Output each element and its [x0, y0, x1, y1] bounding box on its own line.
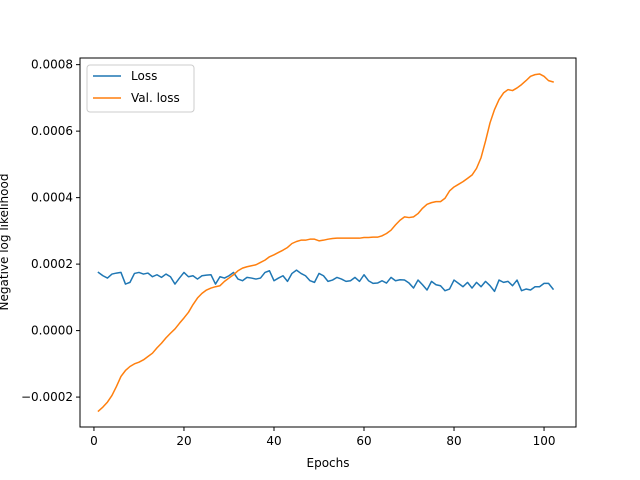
- x-tick-label: 0: [90, 434, 98, 448]
- plot-frame: [79, 57, 577, 428]
- x-tick-label: 80: [446, 434, 461, 448]
- legend-label-val-loss: Val. loss: [131, 91, 180, 105]
- x-tick-label: 20: [176, 434, 191, 448]
- y-tick-label: −0.0002: [21, 390, 73, 404]
- x-tick-label: 60: [356, 434, 371, 448]
- y-tick-label: 0.0000: [31, 324, 73, 338]
- x-tick-label: 40: [266, 434, 281, 448]
- y-tick-label: 0.0004: [31, 191, 73, 205]
- y-tick-label: 0.0002: [31, 257, 73, 271]
- plot-lines: [97, 73, 555, 413]
- y-tick-label: 0.0008: [31, 58, 73, 72]
- x-axis: 0 20 40 60 80 100: [90, 427, 555, 448]
- x-tick-label: 100: [533, 434, 556, 448]
- legend-label-loss: Loss: [131, 69, 157, 83]
- y-axis-label: Negative log likelihood: [0, 174, 11, 311]
- y-tick-label: 0.0006: [31, 124, 73, 138]
- series-line-val-loss: [97, 73, 554, 413]
- y-axis: −0.0002 0.0000 0.0002 0.0004 0.0006 0.0008: [21, 58, 80, 404]
- legend: Loss Val. loss: [86, 64, 195, 113]
- series-line-loss: [97, 269, 555, 293]
- x-axis-label: Epochs: [307, 456, 350, 470]
